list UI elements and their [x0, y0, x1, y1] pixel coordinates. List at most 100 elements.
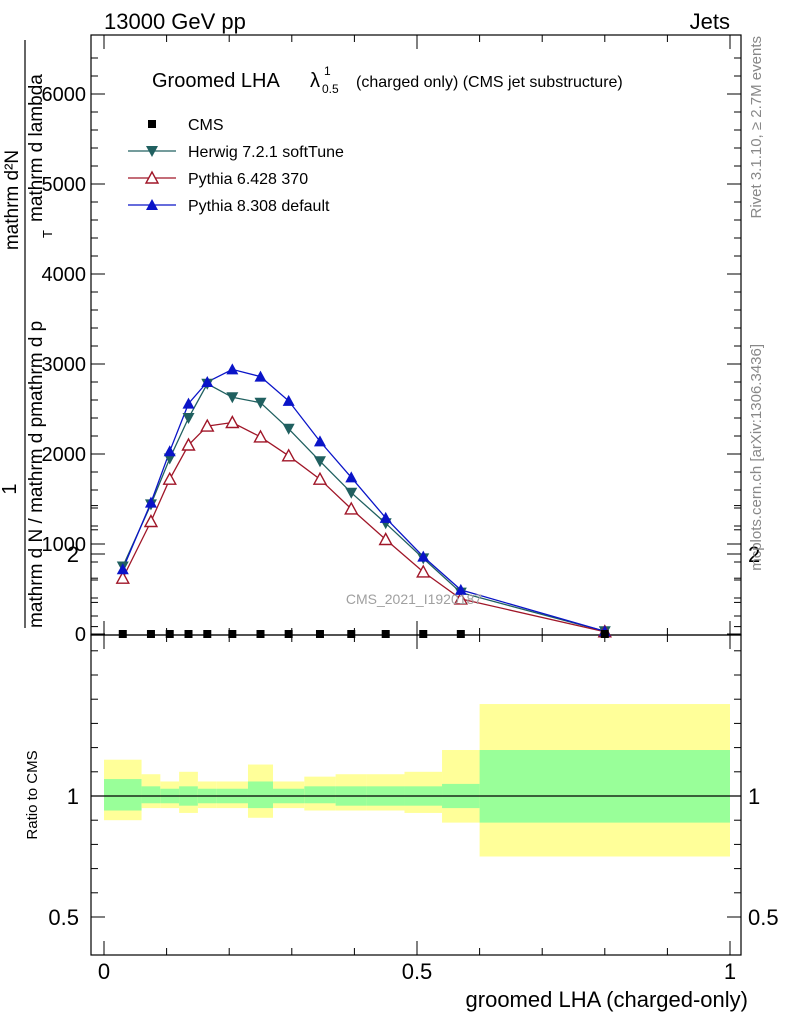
data-point-pythia-8-308-default: [345, 471, 358, 483]
ratio-y-tick-label-right: 1: [748, 784, 760, 809]
data-point-pythia-6-428-370: [162, 471, 177, 485]
data-point-pythia-8-308-default: [144, 496, 157, 508]
data-point-herwig-7-2-1-softtune: [282, 423, 295, 435]
ylabel-denominator-tail: mathrm d lambda: [26, 74, 47, 222]
main-y-tick-labels: 0 1000 2000 3000 4000 5000 6000: [42, 84, 87, 646]
legend: CMS Herwig 7.2.1 softTune Pythia 6.428 370…: [128, 117, 344, 215]
data-point-pythia-6-428-370: [453, 591, 468, 605]
x-tick-label: 1: [724, 959, 736, 984]
title-suffix: (charged only) (CMS jet substructure): [356, 74, 623, 91]
legend-marker-pythia-8-308-default: [146, 199, 158, 210]
legend-label-cms: CMS: [188, 117, 224, 134]
title-superscript: 1: [324, 64, 331, 78]
legend-label-pythia-8-308-default: Pythia 8.308 default: [188, 198, 330, 215]
data-point-cms: [184, 630, 193, 638]
side-text-rivet: Rivet 3.1.10, ≥ 2.7M events: [748, 36, 765, 219]
ratio-axis-ticks: [91, 505, 741, 955]
data-point-herwig-7-2-1-softtune: [182, 413, 195, 424]
ratio-y-tick-label-left: 0.5: [48, 905, 79, 930]
legend-marker-herwig-7-2-1-softtune: [146, 146, 158, 157]
watermark: CMS_2021_I1920187: [346, 591, 482, 607]
data-point-herwig-7-2-1-softtune: [254, 397, 267, 409]
x-axis-label: groomed LHA (charged-only): [466, 987, 748, 1012]
ratio-bands: [104, 704, 730, 857]
data-point-pythia-6-428-370: [281, 448, 296, 462]
ratio-y-tick-labels: 0.5 0.5 1 1 2 2: [48, 542, 778, 930]
data-point-pythia-8-308-default: [254, 370, 267, 382]
data-point-cms: [146, 630, 155, 638]
header-right: Jets: [690, 9, 730, 34]
side-text-mcplots: mcplots.cern.ch [arXiv:1306.3436]: [748, 344, 765, 571]
ratio-band-inner: [247, 781, 274, 809]
data-point-pythia-6-428-370: [143, 514, 159, 528]
data-point-pythia-8-308-default: [163, 445, 176, 457]
main-axis-ticks: [91, 35, 741, 635]
data-point-cms: [419, 630, 428, 638]
data-point-pythia-8-308-default: [182, 397, 195, 409]
ratio-y-tick-label-left: 2: [67, 542, 79, 567]
data-point-cms: [118, 630, 127, 638]
title-main: Groomed LHA: [152, 70, 280, 92]
main-y-tick-label: 0: [75, 624, 86, 646]
x-tick-labels: 0 0.5 1: [98, 959, 736, 984]
ratio-band-inner: [104, 779, 142, 811]
data-point-pythia-6-428-370: [312, 471, 328, 485]
ratio-band-inner: [479, 750, 730, 823]
data-point-cms: [456, 630, 465, 638]
data-point-cms: [315, 630, 324, 638]
title-lambda: λ: [310, 70, 320, 92]
chart-title: Groomed LHA λ 1 0.5 (charged only) (CMS …: [152, 64, 623, 96]
data-point-pythia-8-308-default: [417, 550, 430, 562]
ylabel-numerator: 1: [0, 483, 21, 494]
data-point-cms: [381, 630, 390, 638]
data-point-herwig-7-2-1-softtune: [313, 456, 326, 468]
data-point-pythia-6-428-370: [416, 564, 431, 578]
legend-marker-cms: [148, 120, 156, 128]
data-point-cms: [165, 630, 174, 638]
data-point-herwig-7-2-1-softtune: [226, 392, 239, 404]
ylabel-denominator-sub: T: [40, 230, 55, 238]
ratio-band-inner: [304, 786, 336, 804]
title-subscript: 0.5: [322, 82, 339, 96]
ylabel-small: mathrm d²N: [2, 150, 23, 250]
data-point-pythia-6-428-370: [115, 570, 130, 584]
y-axis-label: 1 mathrm d²N mathrm d N / mathrm d pmath…: [0, 40, 55, 628]
legend-label-herwig-7-2-1-softtune: Herwig 7.2.1 softTune: [188, 144, 344, 161]
main-y-tick-label: 3000: [42, 354, 87, 376]
data-point-cms: [228, 630, 237, 638]
x-tick-label: 0.5: [402, 959, 433, 984]
ratio-plot-frame: [90, 634, 742, 956]
data-point-pythia-8-308-default: [313, 435, 326, 447]
x-tick-label: 0: [98, 959, 110, 984]
main-y-tick-label: 2000: [42, 444, 87, 466]
header-left: 13000 GeV pp: [104, 9, 246, 34]
data-point-pythia-6-428-370: [181, 437, 196, 451]
legend-marker-pythia-6-428-370: [144, 170, 160, 184]
main-y-tick-label: 5000: [42, 174, 87, 196]
data-point-pythia-6-428-370: [253, 429, 268, 443]
main-y-tick-label: 6000: [42, 84, 87, 106]
data-point-herwig-7-2-1-softtune: [345, 487, 358, 499]
data-point-cms: [600, 630, 609, 638]
data-point-pythia-8-308-default: [282, 394, 295, 406]
data-point-cms: [347, 630, 356, 638]
ratio-y-axis-label: Ratio to CMS: [24, 750, 41, 839]
data-point-pythia-8-308-default: [116, 563, 129, 575]
data-point-pythia-8-308-default: [454, 583, 467, 595]
data-point-pythia-8-308-default: [201, 376, 214, 387]
data-point-pythia-8-308-default: [226, 363, 239, 375]
data-point-cms: [284, 630, 293, 638]
data-point-pythia-6-428-370: [378, 532, 393, 546]
ratio-band-inner: [141, 786, 161, 804]
ratio-y-tick-label-right: 0.5: [748, 905, 779, 930]
ratio-y-tick-label-left: 1: [67, 784, 79, 809]
main-y-tick-label: 4000: [42, 264, 87, 286]
ratio-y-tick-label-right: 2: [748, 542, 760, 567]
series-line-pythia-6-428-370: [122, 421, 605, 633]
data-point-cms: [256, 630, 265, 638]
main-y-tick-label: 1000: [42, 534, 87, 556]
legend-label-pythia-6-428-370: Pythia 6.428 370: [188, 171, 308, 188]
data-point-pythia-8-308-default: [379, 511, 392, 523]
data-point-cms: [203, 630, 212, 638]
